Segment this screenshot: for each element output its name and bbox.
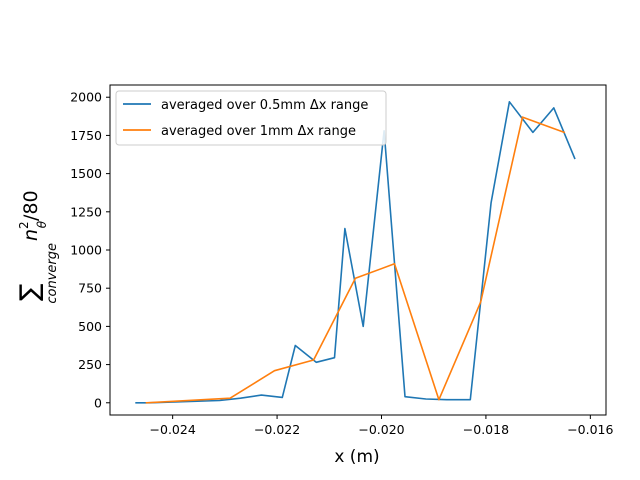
y-tick-label: 0 — [94, 395, 102, 410]
series-line-0.5mm — [135, 101, 576, 404]
y-label-subscript: converge — [45, 243, 60, 304]
x-axis: −0.024 −0.022 −0.020 −0.018 −0.016 — [150, 415, 614, 437]
y-label-var: n — [20, 229, 42, 241]
y-tick-label: 1250 — [70, 204, 102, 219]
y-tick-label: 2000 — [70, 90, 102, 105]
legend-frame — [115, 90, 387, 146]
x-tick-label: −0.020 — [358, 422, 404, 437]
y-tick-label: 500 — [78, 319, 102, 334]
x-tick-label: −0.024 — [150, 422, 196, 437]
x-tick-label: −0.016 — [567, 422, 613, 437]
y-label-sup: 2 — [17, 221, 31, 229]
y-tick-label: 250 — [78, 357, 102, 372]
y-tick-label: 1750 — [70, 128, 102, 143]
legend: averaged over 0.5mm Δx range averaged ov… — [115, 90, 387, 146]
y-label-sum: ∑ — [15, 284, 45, 302]
y-tick-label: 1000 — [70, 243, 102, 258]
series-lines — [135, 101, 576, 404]
y-tick-label: 1500 — [70, 166, 102, 181]
x-tick-label: −0.018 — [463, 422, 509, 437]
legend-label-1mm: averaged over 1mm Δx range — [161, 124, 356, 139]
x-tick-label: −0.022 — [254, 422, 300, 437]
y-label-sub: θ — [35, 220, 49, 228]
legend-label-0.5mm: averaged over 0.5mm Δx range — [161, 98, 368, 113]
x-axis-label: x (m) — [334, 447, 379, 467]
y-label-tail: /80 — [20, 190, 42, 221]
series-line-1mm — [145, 116, 566, 404]
y-tick-label: 750 — [78, 281, 102, 296]
y-axis: 0 250 500 750 1000 1250 1500 1750 2000 — [70, 90, 110, 410]
y-axis-label: ∑convergen2 θ/80 — [15, 190, 60, 303]
